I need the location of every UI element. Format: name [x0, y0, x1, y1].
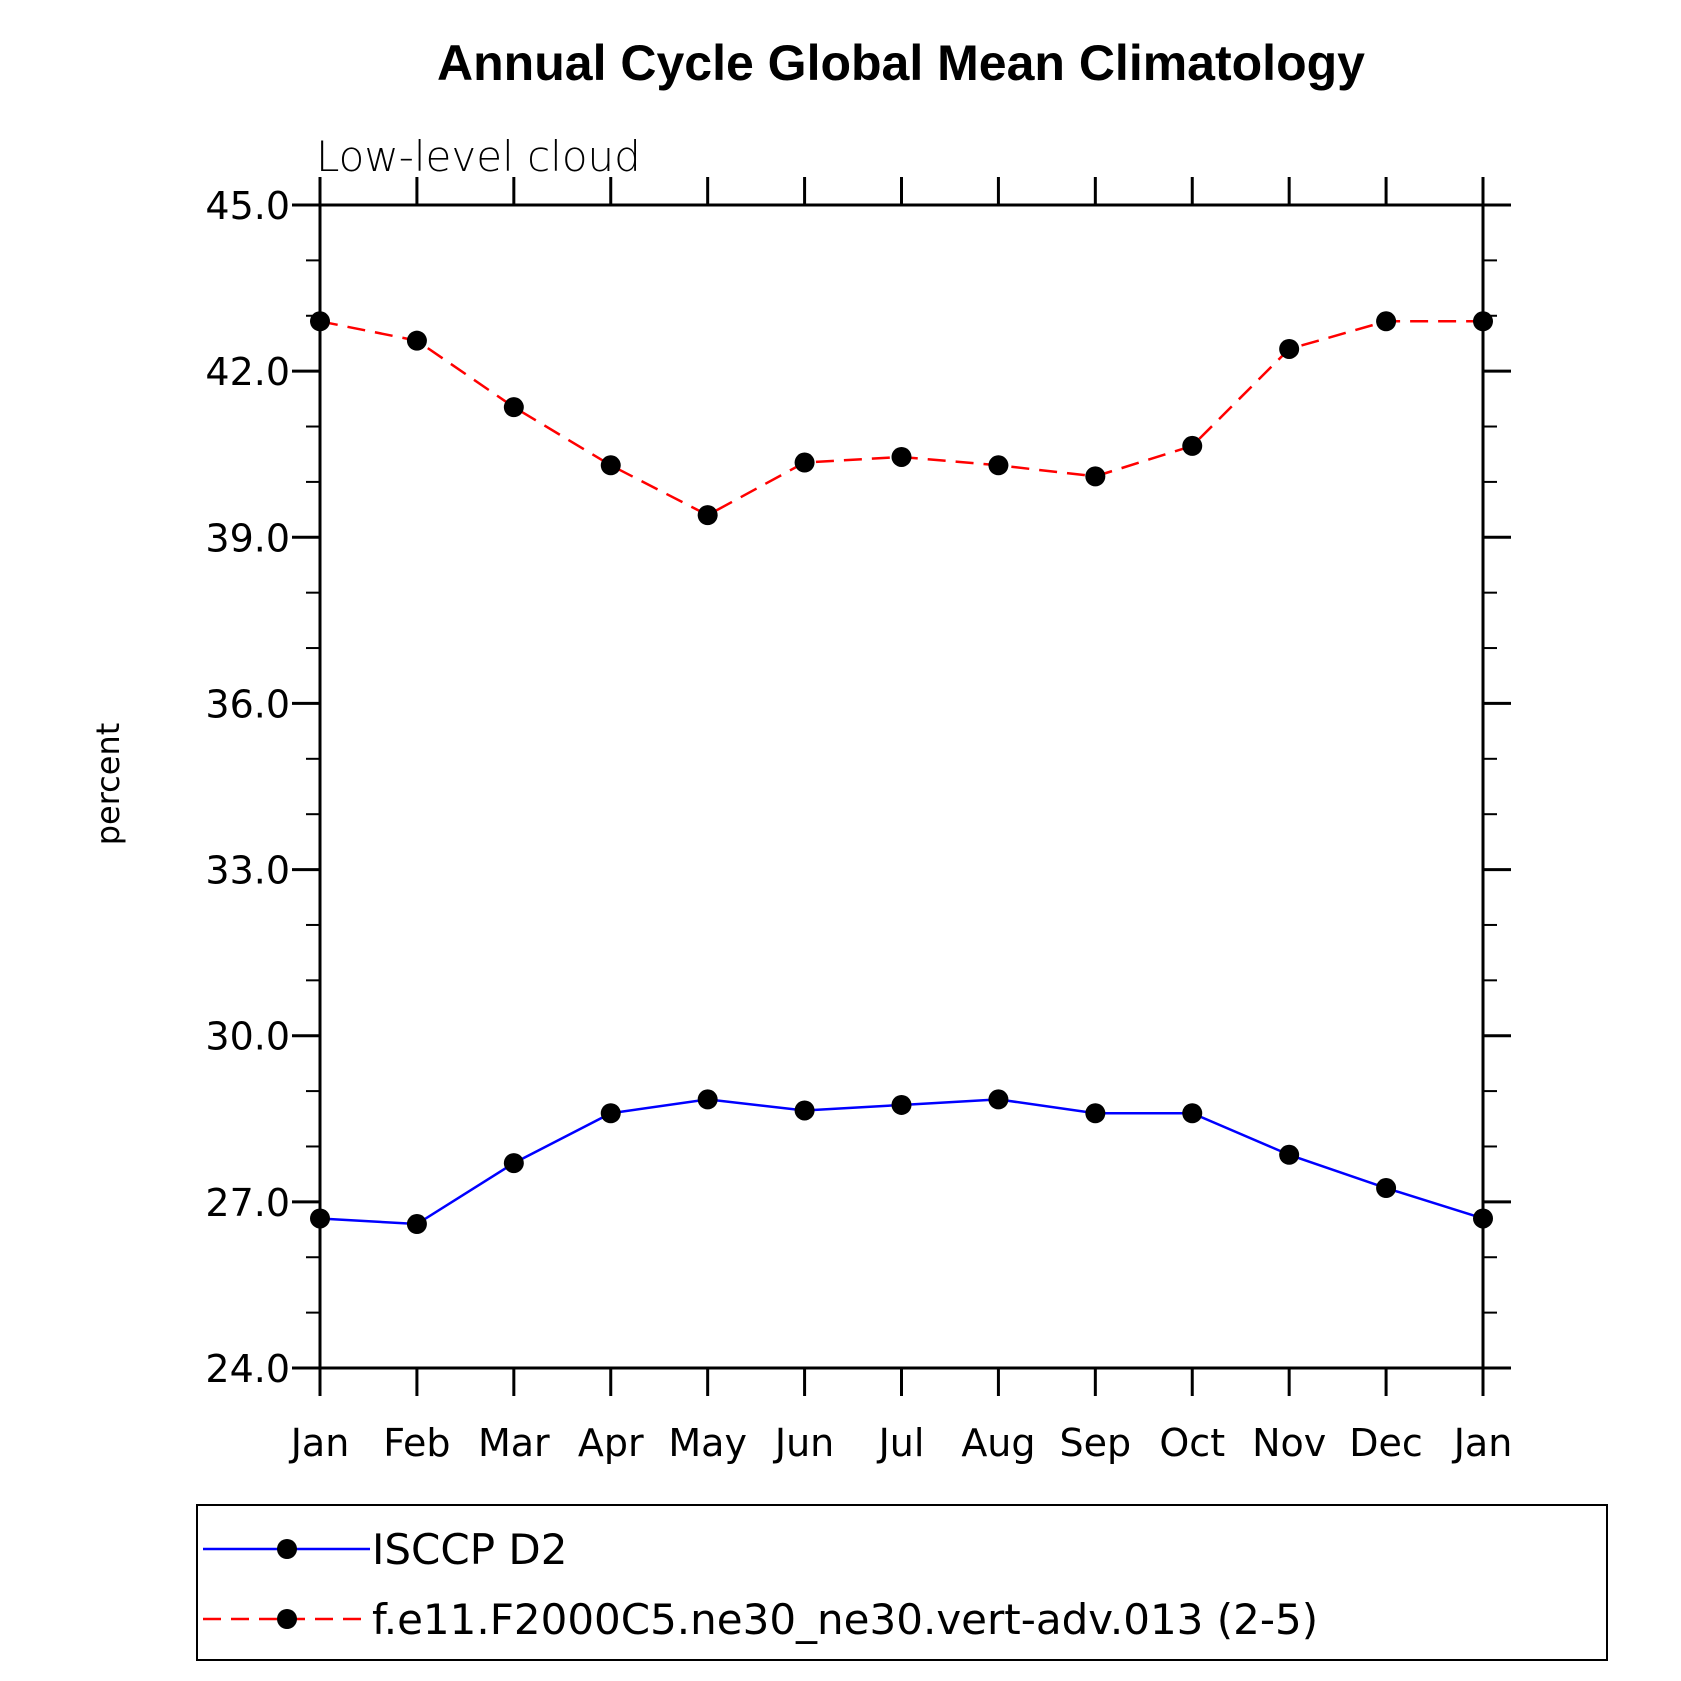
data-point-series-0 — [1279, 1144, 1300, 1165]
series-layer — [310, 311, 1493, 1235]
data-point-series-0 — [1376, 1178, 1397, 1199]
data-point-series-0 — [697, 1089, 718, 1110]
x-tick-label: Dec — [1349, 1421, 1423, 1465]
x-tick-label: Apr — [578, 1421, 644, 1465]
data-point-series-1 — [1473, 311, 1493, 332]
legend-label-1: f.e11.F2000C5.ne30_ne30.vert-adv.013 (2-… — [372, 1595, 1318, 1644]
data-point-series-0 — [1182, 1103, 1203, 1124]
data-point-series-0 — [503, 1153, 524, 1174]
data-point-series-1 — [406, 330, 427, 351]
x-tick-label: Aug — [961, 1421, 1035, 1465]
y-tick-label: 33.0 — [205, 849, 290, 893]
x-tick-label: Nov — [1252, 1421, 1326, 1465]
x-tick-label: Oct — [1159, 1421, 1225, 1465]
x-tick-label: Jan — [1452, 1421, 1513, 1465]
y-tick-label: 45.0 — [205, 184, 290, 228]
x-tick-label: Mar — [478, 1421, 550, 1465]
legend: ISCCP D2 f.e11.F2000C5.ne30_ne30.vert-adv… — [203, 1525, 1318, 1644]
data-point-series-0 — [1473, 1208, 1493, 1229]
axis-ticks — [292, 177, 1511, 1396]
plot-frame — [318, 203, 1485, 1370]
y-tick-label: 30.0 — [205, 1015, 290, 1059]
y-tick-label: 39.0 — [205, 516, 290, 560]
y-tick-label: 27.0 — [205, 1181, 290, 1225]
data-point-series-1 — [794, 452, 815, 473]
y-tick-label: 36.0 — [205, 682, 290, 726]
data-point-series-0 — [1085, 1103, 1106, 1124]
y-tick-labels: 24.0 27.0 30.0 33.0 36.0 39.0 42.0 45.0 — [205, 184, 290, 1391]
x-tick-label: Jul — [877, 1421, 925, 1465]
x-tick-label: May — [668, 1421, 747, 1465]
x-tick-label: Jun — [773, 1421, 834, 1465]
data-point-series-1 — [697, 505, 718, 526]
legend-marker-0 — [277, 1539, 297, 1559]
chart-title: Annual Cycle Global Mean Climatology — [437, 35, 1365, 91]
data-point-series-0 — [988, 1089, 1009, 1110]
data-point-series-1 — [600, 455, 621, 476]
data-point-series-1 — [310, 311, 330, 332]
data-point-series-1 — [1182, 435, 1203, 456]
data-point-series-1 — [1376, 311, 1397, 332]
x-tick-label: Jan — [289, 1421, 350, 1465]
x-tick-labels: Jan Feb Mar Apr May Jun Jul Aug Sep Oct Nov Dec Jan — [289, 1421, 1513, 1465]
series-line-1 — [319, 320, 1483, 517]
y-axis-label: percent — [89, 723, 127, 846]
data-point-series-1 — [1085, 466, 1106, 487]
data-point-series-1 — [891, 446, 912, 467]
series-line-0 — [319, 1098, 1484, 1226]
data-point-series-1 — [503, 397, 524, 418]
chart-subtitle: Low-level cloud — [316, 132, 641, 181]
data-point-series-1 — [1279, 338, 1300, 359]
legend-marker-1 — [277, 1609, 297, 1629]
x-tick-label: Sep — [1060, 1421, 1132, 1465]
y-tick-label: 42.0 — [205, 350, 290, 394]
legend-label-0: ISCCP D2 — [372, 1525, 567, 1574]
data-point-series-0 — [794, 1100, 815, 1121]
data-point-series-1 — [988, 455, 1009, 476]
data-point-series-0 — [310, 1208, 330, 1229]
data-point-series-0 — [891, 1094, 912, 1115]
x-tick-label: Feb — [383, 1421, 450, 1465]
data-point-series-0 — [406, 1214, 427, 1235]
data-point-series-0 — [600, 1103, 621, 1124]
y-tick-label: 24.0 — [205, 1347, 290, 1391]
legend-box — [196, 1504, 1608, 1661]
